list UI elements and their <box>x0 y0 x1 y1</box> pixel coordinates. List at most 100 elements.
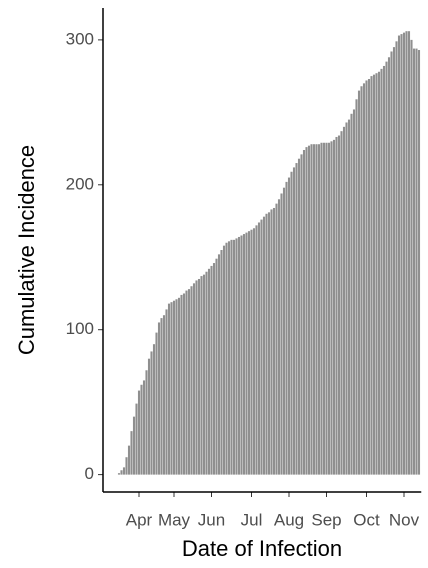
bar <box>192 283 196 475</box>
bar <box>395 41 398 475</box>
bar <box>327 142 331 475</box>
bar <box>172 300 176 475</box>
bar <box>132 416 136 475</box>
bar <box>410 39 413 475</box>
bar <box>357 90 361 475</box>
bar <box>270 209 273 475</box>
bar <box>355 99 358 475</box>
bar <box>382 65 386 475</box>
bar <box>250 229 253 475</box>
bar <box>367 79 371 475</box>
bar <box>302 150 306 475</box>
bar <box>130 431 133 475</box>
bar <box>175 299 178 475</box>
bar <box>317 144 321 475</box>
bar <box>340 131 343 475</box>
bar <box>137 390 141 475</box>
bar <box>150 351 153 475</box>
bar <box>222 245 226 475</box>
bar <box>282 187 286 475</box>
x-tick-label: Aug <box>274 510 304 529</box>
bar <box>240 235 243 475</box>
bar <box>197 278 201 475</box>
bar <box>312 144 316 475</box>
bar <box>322 142 326 475</box>
bar <box>262 216 266 475</box>
bar <box>402 32 406 475</box>
bar <box>320 142 323 475</box>
bar <box>135 403 138 475</box>
bar <box>330 141 333 475</box>
bar <box>300 154 303 475</box>
bar <box>332 139 336 475</box>
x-tick-label: Jul <box>241 510 263 529</box>
bar <box>277 199 281 475</box>
bar <box>390 51 393 475</box>
x-tick-label: Oct <box>353 510 380 529</box>
bar <box>392 47 396 475</box>
bar <box>162 315 166 475</box>
bar <box>255 225 258 475</box>
bar <box>257 222 261 475</box>
bar <box>210 265 213 475</box>
bar <box>252 228 256 475</box>
bar <box>177 297 181 475</box>
bar <box>295 163 298 475</box>
bar <box>292 167 296 475</box>
bar <box>160 318 163 475</box>
bar <box>220 250 223 475</box>
bar <box>140 384 143 475</box>
bar <box>205 271 208 475</box>
bar <box>272 207 276 475</box>
bar <box>310 144 313 475</box>
bar <box>400 34 403 475</box>
bar <box>225 242 228 475</box>
bar <box>267 212 271 475</box>
y-tick-label: 0 <box>85 464 94 483</box>
x-axis-title: Date of Infection <box>182 536 342 561</box>
bar <box>412 48 416 475</box>
bar <box>375 73 378 475</box>
bar <box>365 80 368 475</box>
bar <box>202 274 206 475</box>
x-tick-label: May <box>158 510 191 529</box>
bar <box>387 57 391 475</box>
bar <box>397 35 401 475</box>
bar <box>280 193 283 475</box>
bar <box>385 61 388 475</box>
bar <box>230 239 233 475</box>
bar <box>170 302 173 475</box>
bar <box>380 68 383 475</box>
bar <box>242 234 246 475</box>
x-tick-label: Sep <box>311 510 341 529</box>
bar <box>285 181 288 475</box>
bar <box>360 86 363 475</box>
y-axis-title: Cumulative Incidence <box>14 145 39 355</box>
bar <box>352 109 356 475</box>
bar <box>297 158 301 475</box>
bar <box>155 332 158 475</box>
bar <box>185 290 188 475</box>
bar <box>187 289 191 475</box>
bar <box>372 74 376 475</box>
bar <box>245 232 248 475</box>
bar <box>227 241 231 475</box>
bar <box>122 467 126 475</box>
bar <box>127 445 131 475</box>
bar <box>147 358 151 475</box>
bar <box>235 238 238 475</box>
bar <box>200 276 203 475</box>
bar <box>152 344 156 475</box>
bar <box>120 470 123 475</box>
bar <box>345 122 348 475</box>
bar <box>145 370 148 475</box>
bar <box>275 203 278 475</box>
bar <box>335 136 338 475</box>
bar <box>290 171 293 475</box>
bar <box>247 231 251 475</box>
bar <box>217 254 221 475</box>
bar <box>207 268 211 475</box>
bar <box>305 147 308 475</box>
bar <box>180 294 183 475</box>
